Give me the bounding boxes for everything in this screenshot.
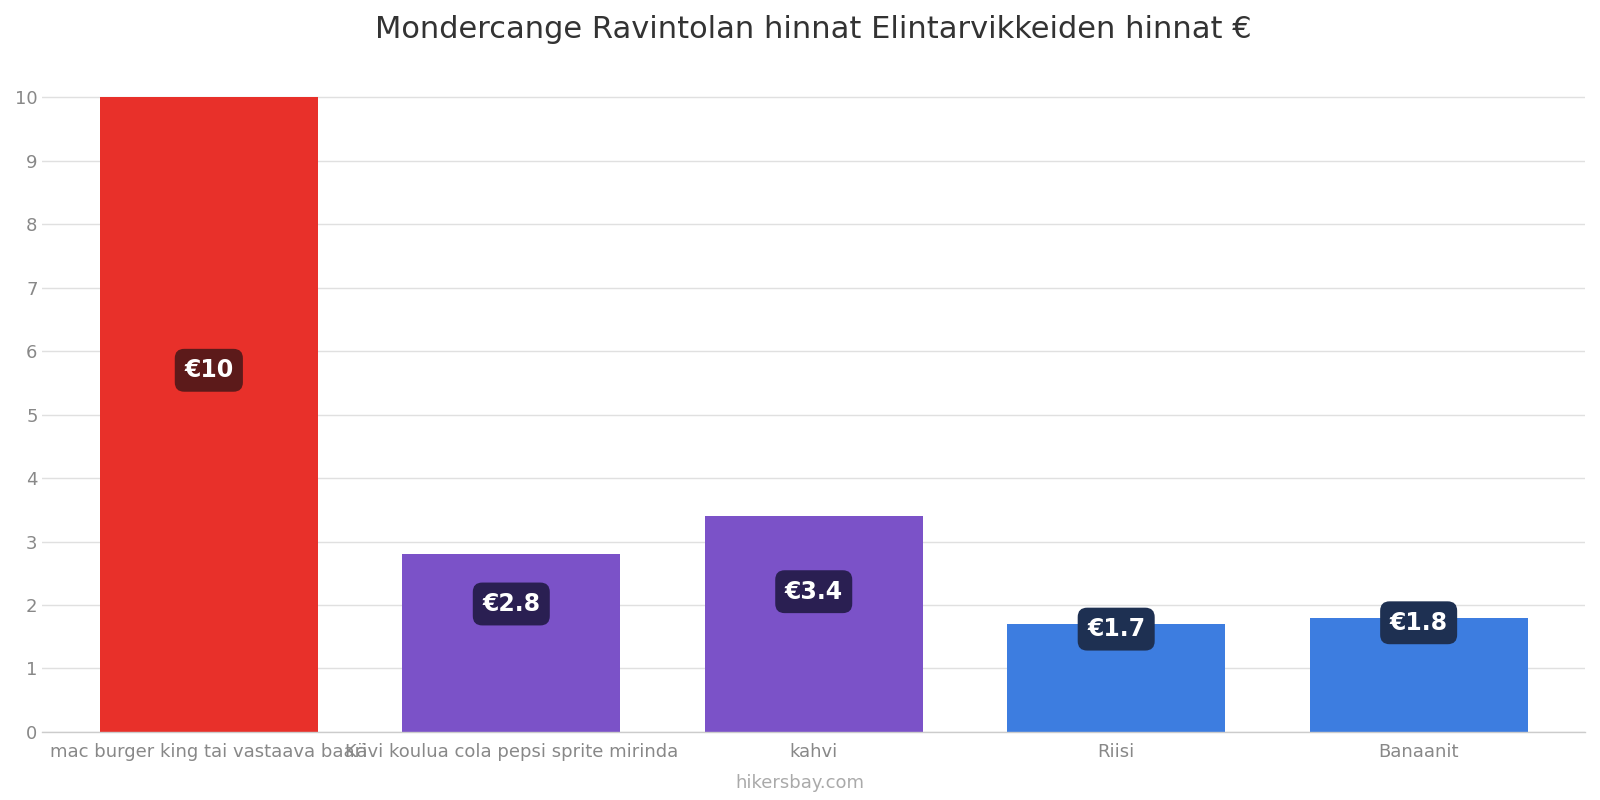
Title: Mondercange Ravintolan hinnat Elintarvikkeiden hinnat €: Mondercange Ravintolan hinnat Elintarvik… — [376, 15, 1253, 44]
Text: hikersbay.com: hikersbay.com — [736, 774, 864, 792]
Text: €3.4: €3.4 — [784, 580, 843, 604]
Text: €10: €10 — [184, 358, 234, 382]
Bar — [99, 98, 318, 732]
Bar — [706, 516, 923, 732]
Text: €1.7: €1.7 — [1086, 617, 1146, 641]
Bar — [1008, 624, 1226, 732]
Bar — [1310, 618, 1528, 732]
Bar — [403, 554, 621, 732]
Text: €2.8: €2.8 — [482, 592, 541, 616]
Text: €1.8: €1.8 — [1389, 610, 1448, 634]
